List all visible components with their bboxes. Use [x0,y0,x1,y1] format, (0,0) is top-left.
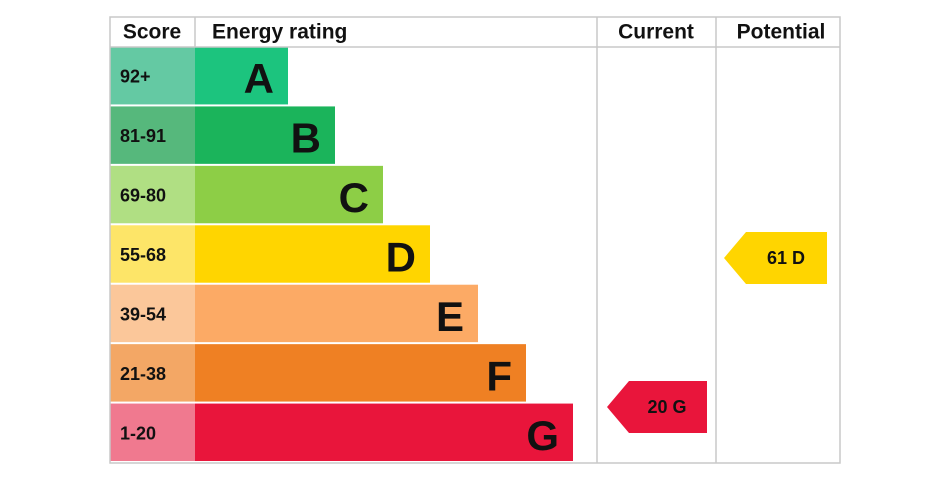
header-current: Current [618,21,694,44]
score-label: 55-68 [120,245,166,265]
score-label: 81-91 [120,126,166,146]
band-letter: G [526,412,559,459]
table-border [109,16,841,464]
score-label: 69-80 [120,186,166,206]
score-cell [110,225,195,283]
score-cell [110,165,195,224]
potential-arrow [724,232,827,284]
current-label: 20 G [647,397,686,417]
score-cell [110,284,195,343]
current-arrow [607,381,707,433]
band-letter: C [339,174,369,221]
band-bar [195,403,573,461]
band-bar [195,106,335,164]
score-label: 21-38 [120,364,166,384]
potential-label: 61 D [767,248,805,268]
band-letter: F [486,352,512,399]
bands: 92+ A 81-91 B 69-80 C 55-68 D 39-54 E 21-38 F 1-20 G [110,47,573,461]
band-letter: D [386,234,416,281]
band-letter: A [244,55,274,102]
score-cell [110,344,195,402]
score-cell [110,106,195,164]
band-bar [195,225,430,283]
score-cell [110,403,195,461]
header-rating: Energy rating [212,21,347,44]
score-label: 39-54 [120,304,166,324]
band-letter: B [291,115,321,162]
band-letter: E [436,293,464,340]
table-lines [109,16,841,464]
band-bar [195,284,478,343]
header-potential: Potential [737,21,826,44]
band-bar [195,165,383,224]
header-score: Score [123,21,181,44]
score-label: 1-20 [120,423,156,443]
band-bar [195,47,288,105]
band-bar [195,344,526,402]
score-cell [110,47,195,105]
score-label: 92+ [120,67,151,87]
